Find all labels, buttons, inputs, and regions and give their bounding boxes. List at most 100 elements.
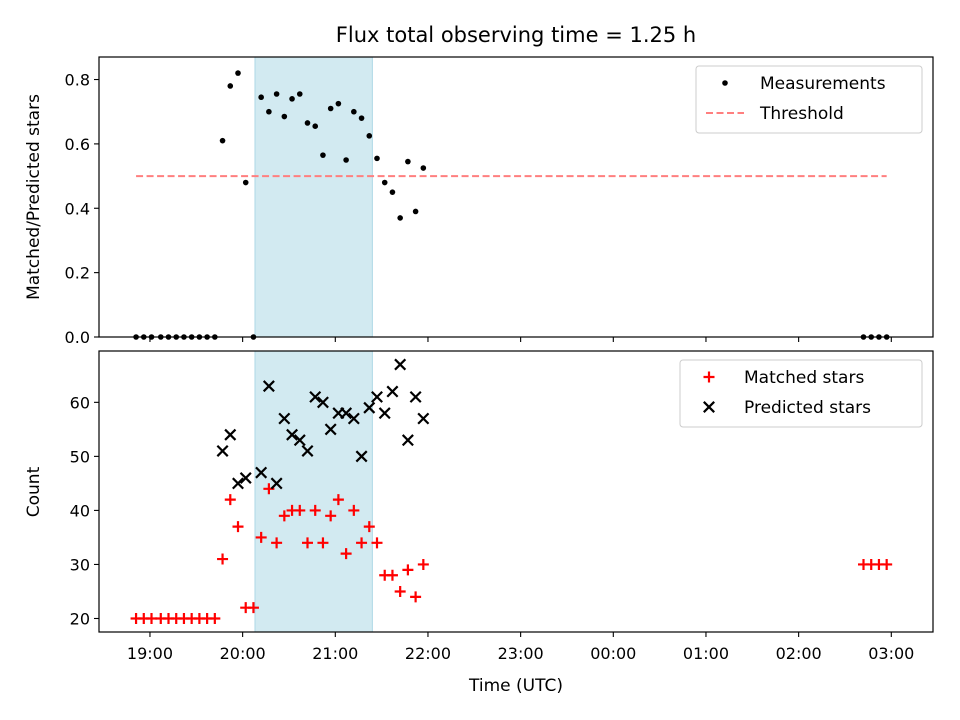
bottom-data-point bbox=[278, 412, 291, 425]
bottom-data-point bbox=[317, 537, 329, 549]
top-data-point bbox=[312, 123, 319, 129]
top-axes-frame bbox=[98, 56, 934, 338]
bottom-data-point bbox=[332, 494, 344, 506]
bottom-data-point bbox=[309, 504, 321, 516]
top-data-point bbox=[327, 105, 334, 112]
top-data-point bbox=[235, 70, 241, 76]
top-data-point bbox=[219, 137, 226, 144]
top-data-point bbox=[381, 179, 388, 186]
bottom-data-point bbox=[262, 380, 275, 393]
top-data-point bbox=[227, 83, 234, 89]
bottom-data-point bbox=[340, 407, 353, 420]
bottom-data-point bbox=[386, 569, 398, 581]
bottom-data-point bbox=[371, 390, 383, 403]
bottom-data-point bbox=[286, 428, 299, 441]
top-data-point bbox=[258, 94, 264, 101]
bottom-data-point bbox=[293, 434, 306, 447]
x-tick-label: 00:00 bbox=[590, 644, 636, 663]
top-y-tick-label: 0.4 bbox=[65, 199, 90, 218]
chart-title: Flux total observing time = 1.25 h bbox=[336, 23, 696, 47]
x-tick-label: 02:00 bbox=[776, 644, 822, 663]
top-data-point bbox=[335, 100, 342, 107]
bottom-data-point bbox=[348, 504, 360, 516]
bottom-data-point bbox=[232, 521, 244, 533]
bottom-data-point bbox=[402, 564, 414, 576]
bottom-legend-label: Predicted stars bbox=[744, 398, 871, 418]
bottom-data-point bbox=[386, 385, 399, 398]
top-data-point bbox=[412, 208, 419, 215]
bottom-data-point bbox=[356, 537, 368, 549]
bottom-data-point bbox=[209, 612, 221, 624]
x-tick-label: 03:00 bbox=[868, 644, 914, 663]
bottom-data-point bbox=[271, 537, 283, 549]
top-data-point bbox=[358, 115, 365, 121]
bottom-legend-swatch bbox=[703, 401, 715, 413]
bottom-data-point bbox=[378, 407, 391, 420]
top-data-point bbox=[389, 189, 396, 195]
bottom-data-point bbox=[401, 434, 414, 447]
bottom-data-point bbox=[316, 396, 329, 409]
bottom-y-tick-label: 60 bbox=[70, 393, 90, 412]
top-data-point bbox=[366, 133, 373, 139]
top-data-point bbox=[374, 155, 380, 162]
x-tick-label: 22:00 bbox=[405, 644, 451, 663]
bottom-data-point bbox=[255, 531, 267, 543]
bottom-data-point bbox=[224, 494, 236, 506]
x-tick-label: 20:00 bbox=[220, 644, 266, 663]
top-y-tick-label: 0.0 bbox=[65, 328, 90, 347]
bottom-data-point bbox=[224, 428, 237, 441]
bottom-data-point bbox=[340, 548, 352, 560]
bottom-data-point bbox=[355, 450, 368, 463]
bottom-y-tick-label: 20 bbox=[70, 609, 90, 628]
bottom-data-point bbox=[278, 510, 290, 522]
top-data-point bbox=[273, 91, 280, 97]
bottom-data-point bbox=[294, 504, 306, 516]
bottom-data-point bbox=[232, 477, 244, 490]
bottom-data-point bbox=[394, 358, 407, 371]
bottom-legend-swatch bbox=[703, 371, 715, 383]
top-legend-label: Measurements bbox=[760, 74, 886, 94]
bottom-y-tick-label: 30 bbox=[70, 555, 90, 574]
bottom-data-point bbox=[394, 585, 406, 597]
top-data-point bbox=[351, 108, 357, 115]
bottom-data-point bbox=[363, 401, 376, 414]
top-y-tick-label: 0.2 bbox=[65, 264, 90, 283]
bottom-data-point bbox=[247, 602, 259, 614]
top-data-point bbox=[397, 215, 403, 221]
bottom-data-point bbox=[417, 412, 430, 425]
top-data-point bbox=[266, 108, 272, 115]
top-data-point bbox=[343, 157, 349, 163]
bottom-data-point bbox=[417, 558, 429, 570]
bottom-data-point bbox=[301, 444, 314, 457]
bottom-data-point bbox=[325, 510, 337, 522]
bottom-data-point bbox=[371, 537, 383, 549]
x-tick-label: 23:00 bbox=[498, 644, 544, 663]
bottom-data-point bbox=[309, 390, 322, 403]
top-data-point bbox=[289, 96, 295, 102]
top-legend-label: Threshold bbox=[759, 104, 844, 124]
bottom-data-point bbox=[270, 477, 283, 490]
x-tick-label: 01:00 bbox=[683, 644, 729, 663]
bottom-y-tick-label: 40 bbox=[70, 501, 90, 520]
bottom-data-point bbox=[302, 537, 313, 549]
top-data-point bbox=[296, 91, 303, 97]
x-tick-label: 19:00 bbox=[127, 644, 173, 663]
top-y-axis-label: Matched/Predicted stars bbox=[24, 94, 44, 300]
bottom-data-point bbox=[239, 472, 252, 484]
top-data-point bbox=[281, 113, 288, 120]
top-data-point bbox=[242, 179, 249, 186]
top-data-point bbox=[405, 158, 411, 165]
bottom-series-matched-stars bbox=[130, 483, 893, 624]
x-tick-label: 21:00 bbox=[312, 644, 358, 663]
bottom-data-point bbox=[216, 444, 229, 457]
top-data-point bbox=[304, 120, 311, 126]
bottom-data-point bbox=[146, 612, 158, 624]
bottom-observing-window bbox=[254, 350, 373, 633]
top-panel: 0.0 0.2 0.4 0.6 0.8 Measurements Threshold bbox=[65, 56, 934, 347]
bottom-series-predicted-stars bbox=[216, 358, 430, 490]
bottom-y-tick-label: 50 bbox=[70, 447, 90, 466]
bottom-y-axis-label: Count bbox=[24, 466, 44, 517]
top-y-tick-label: 0.6 bbox=[65, 135, 90, 154]
bottom-legend: Matched stars Predicted stars bbox=[679, 359, 923, 428]
